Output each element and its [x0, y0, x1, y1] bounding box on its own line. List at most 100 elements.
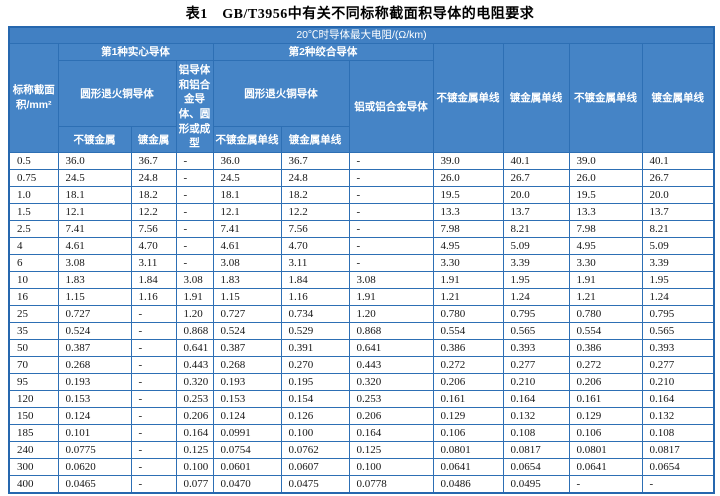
- resistance-value-cell: 3.08: [175, 271, 214, 290]
- resistance-value-cell: -: [175, 220, 214, 239]
- resistance-value-cell: 24.5: [212, 169, 282, 188]
- resistance-value-cell: 0.393: [502, 339, 570, 358]
- resistance-value-cell: -: [130, 424, 177, 443]
- resistance-value-cell: 1.16: [280, 288, 350, 307]
- resistance-value-cell: 0.125: [175, 441, 214, 460]
- resistance-value-cell: 0.206: [175, 407, 214, 426]
- area-cell: 16: [8, 288, 59, 307]
- resistance-table: 20℃时导体最大电阻/(Ω/km) 标称截面积/mm² 第1种实心导体 第2种绞…: [8, 26, 716, 495]
- resistance-value-cell: 1.91: [348, 288, 434, 307]
- col-header-aluminium-type1: 铝导体和铝合金导体、圆形或成型: [175, 60, 214, 154]
- area-cell: 95: [8, 373, 59, 392]
- resistance-value-cell: 20.0: [502, 186, 570, 205]
- resistance-value-cell: -: [348, 186, 434, 205]
- table-title: 表1 GB/T3956中有关不同标称截面积导体的电阻要求: [185, 7, 535, 22]
- table-row: 25 0.727-1.20 0.727 0.734 1.20 0.780 0.795 0.78…: [8, 305, 715, 324]
- table-row: 95 0.193-0.320 0.193 0.195 0.320 0.206 0.210 0.…: [8, 373, 715, 392]
- resistance-value-cell: 0.0654: [502, 458, 570, 477]
- resistance-value-cell: -: [348, 152, 434, 171]
- resistance-value-cell: 1.24: [641, 288, 715, 307]
- resistance-value-cell: 8.21: [641, 220, 715, 239]
- resistance-value-cell: -: [130, 441, 177, 460]
- resistance-value-cell: 26.7: [502, 169, 570, 188]
- resistance-value-cell: 0.272: [568, 356, 643, 375]
- table-row: 0.75 24.5 24.8-24.5 24.8-26.0 26.7 26.0 26.7: [8, 169, 715, 188]
- resistance-value-cell: 39.0: [568, 152, 643, 171]
- resistance-value-cell: 0.153: [212, 390, 282, 409]
- resistance-value-cell: 0.0654: [641, 458, 715, 477]
- resistance-value-cell: 0.0801: [432, 441, 504, 460]
- resistance-value-cell: 12.2: [280, 203, 350, 222]
- resistance-value-cell: 0.320: [348, 373, 434, 392]
- resistance-value-cell: 7.41: [212, 220, 282, 239]
- resistance-value-cell: 0.164: [175, 424, 214, 443]
- resistance-value-cell: 0.0762: [280, 441, 350, 460]
- resistance-value-cell: 0.0991: [212, 424, 282, 443]
- resistance-value-cell: 0.132: [641, 407, 715, 426]
- resistance-value-cell: 0.565: [641, 322, 715, 341]
- resistance-value-cell: -: [130, 407, 177, 426]
- resistance-value-cell: 0.100: [280, 424, 350, 443]
- table-row: 185 0.101-0.164 0.0991 0.100 0.164 0.106 0.108…: [8, 424, 715, 443]
- resistance-value-cell: -: [175, 237, 214, 256]
- resistance-value-cell: 20.0: [641, 186, 715, 205]
- resistance-value-cell: 0.0486: [432, 475, 504, 494]
- area-cell: 6: [8, 254, 59, 273]
- resistance-value-cell: 12.1: [212, 203, 282, 222]
- resistance-value-cell: 5.09: [641, 237, 715, 256]
- resistance-value-cell: 24.8: [130, 169, 177, 188]
- area-cell: 0.5: [8, 152, 59, 171]
- resistance-value-cell: 19.5: [568, 186, 643, 205]
- resistance-value-cell: 0.077: [175, 475, 214, 494]
- resistance-value-cell: 0.210: [641, 373, 715, 392]
- resistance-value-cell: 1.21: [568, 288, 643, 307]
- resistance-value-cell: 7.41: [57, 220, 132, 239]
- table-header: 20℃时导体最大电阻/(Ω/km) 标称截面积/mm² 第1种实心导体 第2种绞…: [8, 26, 715, 154]
- resistance-value-cell: 0.386: [568, 339, 643, 358]
- resistance-value-cell: 0.206: [432, 373, 504, 392]
- resistance-value-cell: 0.277: [502, 356, 570, 375]
- resistance-value-cell: 4.95: [568, 237, 643, 256]
- resistance-value-cell: 0.129: [432, 407, 504, 426]
- table-row: 400 0.0465-0.077 0.0470 0.0475 0.0778 0.0486 0…: [8, 475, 715, 494]
- table-row: 50 0.387-0.641 0.387 0.391 0.641 0.386 0.393 0.…: [8, 339, 715, 358]
- resistance-value-cell: 0.0817: [641, 441, 715, 460]
- resistance-value-cell: 0.125: [348, 441, 434, 460]
- resistance-value-cell: 0.101: [57, 424, 132, 443]
- resistance-value-cell: 18.2: [280, 186, 350, 205]
- resistance-value-cell: 0.164: [502, 390, 570, 409]
- table-row: 120 0.153-0.253 0.153 0.154 0.253 0.161 0.164 0…: [8, 390, 715, 409]
- resistance-value-cell: 0.100: [348, 458, 434, 477]
- col-header-uncoated-single-wire: 不镀金属单线: [212, 126, 282, 154]
- resistance-value-cell: 18.1: [212, 186, 282, 205]
- resistance-value-cell: 13.3: [568, 203, 643, 222]
- resistance-value-cell: 3.08: [348, 271, 434, 290]
- resistance-value-cell: -: [348, 220, 434, 239]
- resistance-value-cell: 0.0495: [502, 475, 570, 494]
- table-row: 1.0 18.1 18.2-18.1 18.2-19.5 20.0 19.5 20.0: [8, 186, 715, 205]
- resistance-value-cell: 0.108: [502, 424, 570, 443]
- area-cell: 50: [8, 339, 59, 358]
- resistance-value-cell: 3.11: [130, 254, 177, 273]
- resistance-value-cell: -: [175, 169, 214, 188]
- resistance-value-cell: 3.30: [568, 254, 643, 273]
- resistance-value-cell: 0.554: [568, 322, 643, 341]
- resistance-value-cell: 40.1: [502, 152, 570, 171]
- col-header-nominal-area: 标称截面积/mm²: [8, 42, 59, 154]
- resistance-value-cell: 4.61: [57, 237, 132, 256]
- resistance-value-cell: -: [175, 203, 214, 222]
- resistance-value-cell: 7.98: [568, 220, 643, 239]
- resistance-value-cell: 0.0607: [280, 458, 350, 477]
- resistance-value-cell: 36.7: [280, 152, 350, 171]
- resistance-value-cell: 3.08: [57, 254, 132, 273]
- resistance-value-cell: 0.268: [212, 356, 282, 375]
- resistance-value-cell: 0.161: [432, 390, 504, 409]
- resistance-value-cell: 0.154: [280, 390, 350, 409]
- resistance-value-cell: 1.91: [175, 288, 214, 307]
- resistance-value-cell: -: [348, 254, 434, 273]
- resistance-value-cell: 0.206: [568, 373, 643, 392]
- resistance-value-cell: 1.95: [641, 271, 715, 290]
- resistance-value-cell: -: [130, 322, 177, 341]
- resistance-value-cell: 0.0801: [568, 441, 643, 460]
- resistance-value-cell: 0.164: [641, 390, 715, 409]
